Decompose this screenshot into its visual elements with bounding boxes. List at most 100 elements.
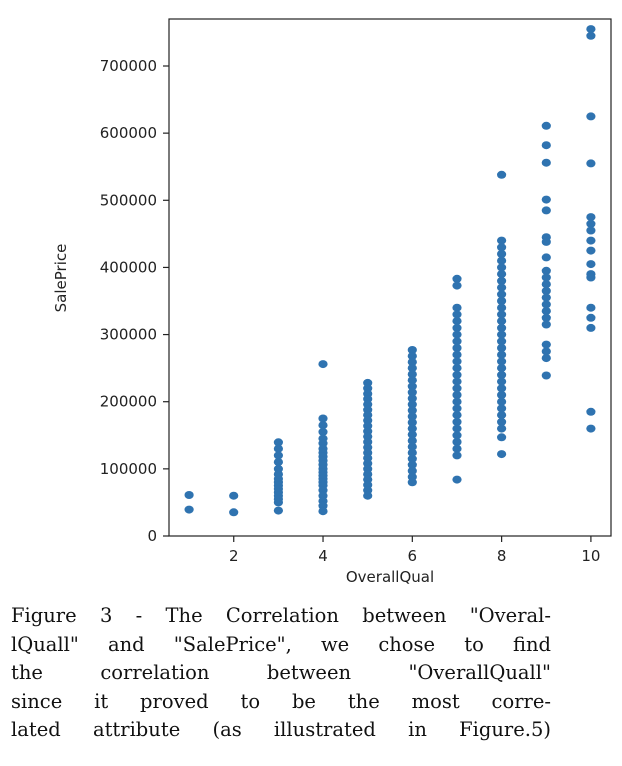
data-point xyxy=(497,170,507,179)
data-point xyxy=(497,290,507,299)
data-point xyxy=(497,417,507,426)
data-point xyxy=(407,400,417,409)
data-point xyxy=(452,303,462,312)
data-point xyxy=(586,213,596,222)
y-tick-label: 600000 xyxy=(100,124,157,142)
data-point xyxy=(541,313,551,322)
data-point xyxy=(407,394,417,403)
y-tick-label: 200000 xyxy=(100,393,157,411)
data-point xyxy=(497,364,507,373)
data-point xyxy=(541,300,551,309)
data-point xyxy=(586,236,596,245)
data-point xyxy=(541,307,551,316)
data-point xyxy=(586,159,596,168)
data-point xyxy=(497,310,507,319)
data-point xyxy=(407,346,417,354)
data-point xyxy=(273,444,283,453)
figure-caption: Figure 3 - The Correlation between "Over… xyxy=(11,602,551,745)
data-point xyxy=(407,418,417,427)
data-point xyxy=(407,442,417,451)
caption-line: lated attribute (as illustrated in Figur… xyxy=(11,718,551,741)
x-axis-title: OverallQual xyxy=(346,568,434,586)
data-point xyxy=(407,454,417,463)
data-point xyxy=(407,406,417,415)
data-point xyxy=(273,438,283,447)
x-tick-label: 2 xyxy=(229,547,239,565)
data-point xyxy=(541,253,551,262)
data-point xyxy=(407,382,417,391)
data-point xyxy=(497,377,507,386)
scatter-chart: 2 4 6 8 10 0 100000 200000 300000 400000 500000 60… xyxy=(52,18,612,586)
data-point xyxy=(497,283,507,292)
data-point xyxy=(452,391,462,399)
data-point xyxy=(452,417,462,426)
caption-line: lQuall" and "SalePrice", we chose to fin… xyxy=(11,632,551,656)
data-point xyxy=(541,371,551,380)
data-point xyxy=(452,337,462,346)
data-point xyxy=(452,281,462,290)
data-point xyxy=(229,491,239,500)
data-point xyxy=(407,448,417,457)
data-point xyxy=(452,377,462,386)
data-point xyxy=(452,444,462,453)
y-tick-label: 100000 xyxy=(100,460,157,478)
data-point xyxy=(452,350,462,359)
data-point xyxy=(407,436,417,445)
data-point xyxy=(541,121,551,130)
data-point xyxy=(407,466,417,475)
y-tick-label: 500000 xyxy=(100,191,157,209)
data-point xyxy=(318,507,328,516)
data-point xyxy=(497,384,507,393)
data-point xyxy=(452,310,462,319)
data-point xyxy=(452,357,462,366)
data-point xyxy=(497,256,507,265)
data-point xyxy=(497,391,507,399)
data-point xyxy=(497,337,507,346)
data-point xyxy=(586,260,596,269)
caption-line: the correlation between "OverallQuall" xyxy=(11,661,551,684)
data-point xyxy=(497,433,507,442)
data-point xyxy=(452,411,462,420)
data-point xyxy=(497,411,507,420)
data-point xyxy=(541,266,551,275)
data-point xyxy=(541,141,551,150)
y-axis: 0 100000 200000 300000 400000 500000 600000 700… xyxy=(100,57,169,545)
data-point xyxy=(407,430,417,439)
data-point xyxy=(586,112,596,121)
x-tick-label: 10 xyxy=(581,547,600,565)
data-point xyxy=(407,364,417,373)
data-point xyxy=(541,320,551,329)
data-point xyxy=(586,226,596,235)
data-point xyxy=(452,404,462,413)
data-points xyxy=(184,25,596,517)
data-point xyxy=(541,206,551,215)
data-point xyxy=(586,31,596,40)
caption-line: Figure 3 - The Correlation between "Over… xyxy=(11,604,551,627)
data-point xyxy=(586,424,596,433)
data-point xyxy=(452,475,462,484)
data-point xyxy=(407,358,417,367)
data-point xyxy=(586,219,596,228)
y-tick-label: 300000 xyxy=(100,326,157,344)
data-point xyxy=(318,414,328,423)
data-point xyxy=(541,347,551,356)
data-point xyxy=(452,370,462,379)
data-point xyxy=(541,195,551,204)
data-point xyxy=(497,424,507,433)
data-point xyxy=(407,478,417,487)
data-point xyxy=(586,273,596,282)
data-point xyxy=(497,357,507,366)
data-point xyxy=(452,451,462,460)
data-point xyxy=(273,506,283,515)
data-point xyxy=(318,427,328,436)
data-point xyxy=(541,237,551,246)
data-point xyxy=(586,246,596,255)
data-point xyxy=(184,491,194,499)
data-point xyxy=(452,317,462,326)
data-point xyxy=(273,451,283,460)
data-point xyxy=(497,243,507,252)
data-point xyxy=(452,274,462,283)
data-point xyxy=(586,25,596,34)
data-point xyxy=(497,404,507,413)
x-tick-label: 6 xyxy=(408,547,418,565)
